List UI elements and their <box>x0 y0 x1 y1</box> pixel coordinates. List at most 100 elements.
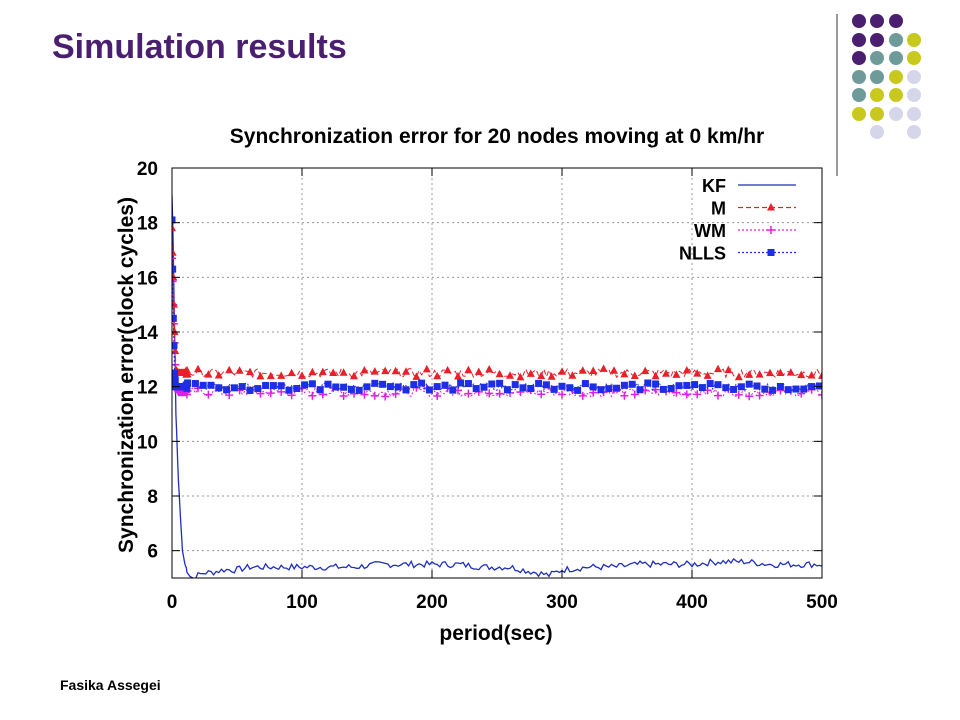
marker-triangle <box>412 372 421 380</box>
decor-dot <box>907 69 921 84</box>
marker-triangle <box>818 371 822 379</box>
marker-triangle <box>786 368 795 376</box>
marker-square <box>183 384 191 392</box>
marker-plus <box>755 391 764 400</box>
x-tick-label: 100 <box>286 592 318 613</box>
legend-marker-plus <box>767 226 775 234</box>
marker-triangle <box>578 366 587 374</box>
marker-square <box>761 385 769 393</box>
marker-triangle <box>526 369 535 377</box>
marker-triangle <box>682 366 691 374</box>
marker-square <box>667 384 675 392</box>
marker-triangle <box>672 370 681 378</box>
marker-triangle <box>214 371 223 379</box>
marker-plus <box>485 389 494 398</box>
x-tick-label: 200 <box>416 592 448 613</box>
decor-dot <box>870 125 884 139</box>
marker-square <box>394 383 402 391</box>
marker-square <box>340 383 348 391</box>
marker-square <box>355 386 363 394</box>
marker-triangle <box>339 368 348 376</box>
marker-triangle <box>568 371 577 379</box>
marker-triangle <box>360 365 369 374</box>
marker-square <box>644 379 652 387</box>
marker-plus <box>558 390 566 399</box>
marker-square <box>620 381 628 389</box>
decor-dot <box>888 51 903 65</box>
marker-triangle <box>662 369 670 377</box>
marker-square <box>191 379 199 387</box>
x-tick-label: 300 <box>546 592 578 613</box>
marker-plus <box>620 391 629 400</box>
marker-plus <box>693 390 702 399</box>
legend-label-m: M <box>711 199 726 219</box>
marker-plus <box>277 387 286 396</box>
marker-square <box>488 380 496 388</box>
marker-triangle <box>370 367 379 375</box>
series-nlls <box>172 216 822 394</box>
series-m <box>172 223 822 381</box>
marker-square <box>308 380 316 388</box>
marker-square <box>215 384 223 392</box>
marker-square <box>605 385 613 393</box>
y-tick-label: 6 <box>147 542 158 563</box>
decor-dot <box>851 14 866 28</box>
marker-triangle <box>610 366 618 374</box>
x-tick-label: 500 <box>806 592 838 613</box>
marker-square <box>172 314 177 322</box>
marker-triangle <box>714 364 722 373</box>
marker-square <box>652 380 660 388</box>
y-tick-label: 10 <box>137 432 158 453</box>
y-axis-label: Synchronization error(clock cycles) <box>115 197 138 553</box>
marker-plus <box>172 254 176 263</box>
marker-plus <box>537 390 546 399</box>
marker-plus <box>464 389 473 398</box>
marker-triangle <box>693 369 702 377</box>
marker-plus <box>682 390 691 399</box>
decor-dot <box>888 106 903 121</box>
marker-triangle <box>485 364 494 373</box>
decor-dot <box>907 106 921 121</box>
marker-triangle <box>734 372 743 381</box>
marker-triangle <box>620 369 629 378</box>
footer-author: Fasika Assegei <box>60 677 161 693</box>
marker-plus <box>672 388 681 397</box>
marker-square <box>449 386 457 394</box>
marker-square <box>815 382 822 390</box>
marker-plus <box>308 391 317 400</box>
marker-triangle <box>703 371 712 379</box>
decor-dot <box>851 69 866 84</box>
decor-dot <box>907 32 921 47</box>
marker-triangle <box>381 366 390 375</box>
marker-plus <box>818 390 822 399</box>
marker-triangle <box>329 368 338 376</box>
decor-dot <box>870 69 884 84</box>
x-axis-label: period(sec) <box>439 622 552 645</box>
marker-square <box>301 381 309 389</box>
marker-triangle <box>766 368 774 377</box>
marker-square <box>230 384 238 392</box>
marker-triangle <box>797 370 806 379</box>
marker-triangle <box>558 367 566 375</box>
legend-label-wm: WM <box>694 221 726 241</box>
marker-triangle <box>516 372 525 381</box>
decor-dot <box>907 125 921 139</box>
marker-square <box>332 383 340 391</box>
decor-dot <box>907 51 921 65</box>
decor-dot <box>870 106 884 121</box>
marker-triangle <box>474 367 483 375</box>
marker-square <box>172 265 177 273</box>
marker-square <box>371 379 379 387</box>
marker-triangle <box>225 365 234 374</box>
marker-square <box>706 380 714 388</box>
marker-square <box>316 386 324 394</box>
marker-square <box>659 385 667 393</box>
marker-square <box>613 384 621 392</box>
marker-square <box>574 386 582 394</box>
legend-marker-triangle <box>767 203 775 211</box>
decor-dot <box>870 14 884 28</box>
marker-triangle <box>256 371 265 380</box>
series-kf <box>172 195 822 578</box>
marker-triangle <box>745 370 754 378</box>
marker-square <box>410 381 418 389</box>
